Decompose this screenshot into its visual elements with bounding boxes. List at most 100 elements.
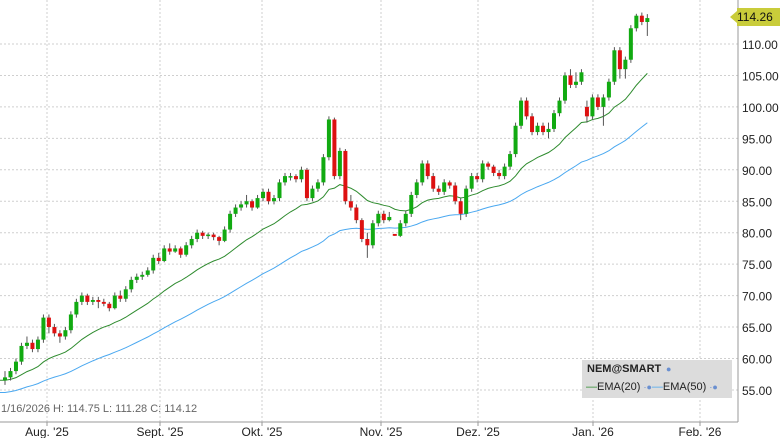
candle-down xyxy=(266,191,271,202)
candle-up xyxy=(244,201,249,205)
x-tick-label: Okt. '25 xyxy=(242,425,283,438)
candle-down xyxy=(639,15,644,22)
y-tick-label: 100.00 xyxy=(742,101,779,115)
candle-down xyxy=(167,248,172,252)
candle-up xyxy=(79,295,84,302)
candle-up xyxy=(90,300,95,302)
x-tick-label: Jan. '26 xyxy=(572,425,614,438)
candle-up xyxy=(557,100,562,114)
candle-up xyxy=(387,216,392,221)
candle-down xyxy=(359,220,364,239)
candle-down xyxy=(541,125,546,133)
candle-up xyxy=(464,188,469,214)
candle-down xyxy=(57,333,62,337)
candle-down xyxy=(617,50,622,70)
candle-up xyxy=(195,232,200,239)
status-line: 1/16/2026 H: 114.75 L: 111.28 C: 114.12 xyxy=(1,403,198,415)
candle-down xyxy=(101,301,106,304)
candle-down xyxy=(46,317,51,328)
candle-up xyxy=(326,119,331,158)
candle-up xyxy=(19,345,24,362)
candle-down xyxy=(447,182,452,186)
candle-up xyxy=(315,182,320,189)
candle-up xyxy=(469,176,474,189)
candle-up xyxy=(228,213,233,230)
y-tick-label: 85.00 xyxy=(742,195,772,209)
candle-down xyxy=(348,201,353,208)
candle-up xyxy=(310,188,315,199)
candle-up xyxy=(414,182,419,195)
candle-down xyxy=(200,232,205,236)
candle-up xyxy=(634,15,639,29)
candle-up xyxy=(261,191,266,199)
y-tick-label: 75.00 xyxy=(742,258,772,272)
candle-down xyxy=(354,207,359,221)
candle-up xyxy=(376,213,381,224)
candle-up xyxy=(123,289,128,299)
candle-up xyxy=(579,72,584,82)
legend: NEM@SMART ● —EMA(20) ·●—EMA(50) ·● xyxy=(582,360,732,398)
ema50-swatch-icon: — xyxy=(651,381,663,393)
candle-up xyxy=(612,50,617,82)
x-tick-label: Feb. '26 xyxy=(679,425,722,438)
candle-up xyxy=(13,361,18,372)
candle-up xyxy=(403,213,408,224)
candle-down xyxy=(250,201,255,208)
candle-up xyxy=(24,342,29,346)
candle-up xyxy=(623,59,628,70)
candle-down xyxy=(453,185,458,202)
ema20-dot-icon: ·● xyxy=(643,382,652,392)
candle-up xyxy=(606,81,611,98)
candle-up xyxy=(134,276,139,280)
candle-up xyxy=(590,97,595,117)
y-tick-label: 70.00 xyxy=(742,290,772,304)
candle-up xyxy=(420,163,425,183)
x-tick-label: Aug. '25 xyxy=(25,425,69,438)
candle-down xyxy=(293,176,298,180)
candle-up xyxy=(535,125,540,133)
candle-up xyxy=(508,154,513,167)
candle-up xyxy=(321,157,326,183)
y-tick-label: 65.00 xyxy=(742,321,772,335)
candle-down xyxy=(217,237,222,241)
legend-ema50: EMA(50) xyxy=(662,381,707,393)
candle-up xyxy=(206,234,211,237)
candle-down xyxy=(530,116,535,133)
candle-up xyxy=(519,100,524,126)
candle-down xyxy=(425,163,430,177)
legend-symbol: NEM@SMART xyxy=(587,363,662,375)
candle-up xyxy=(552,113,556,129)
ema50-line xyxy=(0,122,648,393)
candle-up xyxy=(601,97,606,107)
candle-up xyxy=(272,198,277,202)
candle-down xyxy=(332,119,337,177)
candle-up xyxy=(370,223,375,246)
candle-down xyxy=(52,327,57,334)
candle-up xyxy=(189,238,194,246)
ema20-line xyxy=(0,73,648,381)
candle-up xyxy=(63,330,68,337)
candle-up xyxy=(573,81,578,85)
candle-down xyxy=(156,257,161,262)
candle-up xyxy=(513,125,518,155)
candle-up xyxy=(8,371,13,378)
candle-up xyxy=(562,75,567,101)
candle-down xyxy=(491,166,496,173)
candle-up xyxy=(151,257,156,271)
candle-up xyxy=(112,295,117,309)
candle-up xyxy=(41,317,46,340)
y-tick-label: 90.00 xyxy=(742,164,772,178)
candle-down xyxy=(475,176,480,180)
x-tick-label: Sept. '25 xyxy=(137,425,184,438)
candle-down xyxy=(458,201,463,214)
y-tick-label: 80.00 xyxy=(742,227,772,241)
y-tick-label: 105.00 xyxy=(742,69,779,83)
candle-up xyxy=(74,301,79,315)
candle-down xyxy=(431,176,436,189)
candle-up xyxy=(282,176,287,183)
candle-down xyxy=(96,300,101,302)
candle-up xyxy=(184,245,189,255)
candle-down xyxy=(178,248,183,255)
candle-down xyxy=(365,238,370,246)
candle-up xyxy=(255,198,260,208)
